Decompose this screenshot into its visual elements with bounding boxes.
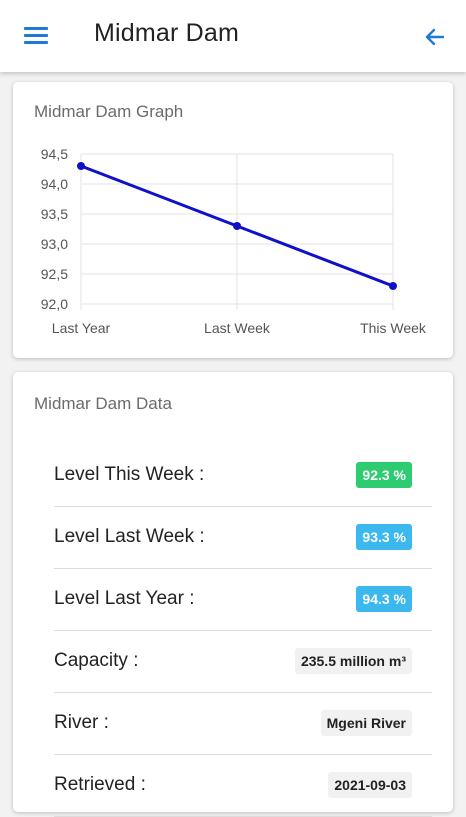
x-tick-label: Last Year [52,320,111,336]
data-point [233,222,241,230]
y-tick-label: 92,5 [41,266,68,282]
status-badge: 92.3 % [356,462,412,488]
data-row-river: River : Mgeni River [54,692,432,755]
value-chip: 235.5 million m³ [294,648,412,674]
data-card: Midmar Dam Data Level This Week : 92.3 %… [13,372,453,817]
graph-card-title: Midmar Dam Graph [34,102,184,121]
x-tick-label: This Week [360,320,427,336]
x-tick-label: Last Week [204,320,271,336]
data-row-retrieved: Retrieved : 2021-09-03 [54,754,432,817]
y-tick-label: 94,0 [41,176,68,192]
status-badge: 93.3 % [356,524,412,550]
row-label: River : [54,712,109,733]
y-tick-label: 93,0 [41,236,68,252]
data-point [77,162,85,170]
data-point [389,282,397,290]
app-bar: Midmar Dam [0,0,466,72]
status-badge: 94.3 % [356,586,412,612]
value-chip: 2021-09-03 [328,772,412,798]
y-tick-label: 93,5 [41,206,68,222]
row-label: Level Last Year : [54,588,195,609]
arrow-left-icon[interactable] [422,24,448,50]
graph-card: Midmar Dam Graph 94,5 94,0 93,5 93,0 92,5 92,… [13,82,453,358]
hamburger-menu-icon[interactable] [22,24,50,48]
value-chip: Mgeni River [320,710,412,736]
row-label: Level This Week : [54,464,205,485]
data-row-capacity: Capacity : 235.5 million m³ [54,630,432,693]
y-tick-label: 92,0 [41,296,68,312]
data-row-level-last-week: Level Last Week : 93.3 % [54,506,432,569]
y-tick-label: 94,5 [41,146,68,162]
row-label: Retrieved : [54,774,146,795]
data-row-level-this-week: Level This Week : 92.3 % [54,444,432,507]
page-title: Midmar Dam [94,19,240,47]
data-card-title: Midmar Dam Data [34,394,172,413]
row-label: Level Last Week : [54,526,205,547]
data-row-level-last-year: Level Last Year : 94.3 % [54,568,432,631]
row-label: Capacity : [54,650,139,671]
dam-level-line-chart: 94,5 94,0 93,5 93,0 92,5 92,0 Last Year Last We… [41,146,427,336]
